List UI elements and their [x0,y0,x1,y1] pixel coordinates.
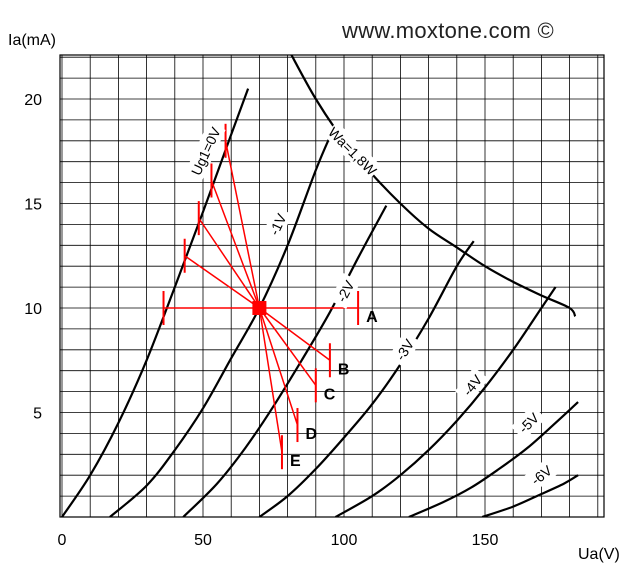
load-line-label: C [324,386,336,403]
x-axis-label: Ua(V) [578,546,620,563]
curve-line [182,205,388,517]
curve-label-bg [455,367,489,403]
load-line-left [198,217,261,309]
load-line-label: E [290,453,301,470]
curve-label-bg [323,121,382,181]
load-line-label: D [305,426,317,443]
curve-label-bg [262,206,293,243]
y-tick-label: 15 [24,197,42,214]
curve-line [408,401,579,517]
x-tick-label: 150 [472,532,499,549]
x-tick-label: 100 [331,532,358,549]
curve-label: -1V [262,206,293,243]
curve-label-bg [523,457,559,492]
watermark: www.moxtone.com © [342,18,555,43]
y-axis-label: Ia(mA) [8,32,56,49]
curve-line [481,474,579,517]
load-line-right [258,307,317,386]
curve-line [258,240,475,517]
load-line-right [258,307,299,426]
load-line-right [258,307,331,361]
curve-line [109,129,334,517]
load-line-left [224,140,261,309]
load-line-left [184,255,260,309]
curve-label-bg [329,273,361,310]
x-tick-label: 0 [58,532,67,549]
curve-label: -2V [329,273,361,310]
y-tick-label: 10 [24,301,42,318]
grid [60,55,604,518]
curve-label-bg [185,122,226,181]
load-lines: A BC DE [162,123,378,470]
curve-line [334,286,557,517]
operating-point [252,301,267,315]
curve-label-bg [510,405,546,441]
y-tick-label: 5 [33,406,42,423]
tick-labels: 0 50 100 150 5 10 15 20 [24,92,498,549]
y-tick-label: 20 [24,92,42,109]
load-line-right [258,307,283,453]
curve-label-bg [388,331,421,368]
load-line-label: B [338,361,350,378]
x-tick-label: 50 [194,532,212,549]
load-line-label: A [366,309,378,326]
load-line-left [210,180,261,309]
plot-frame [59,54,605,518]
